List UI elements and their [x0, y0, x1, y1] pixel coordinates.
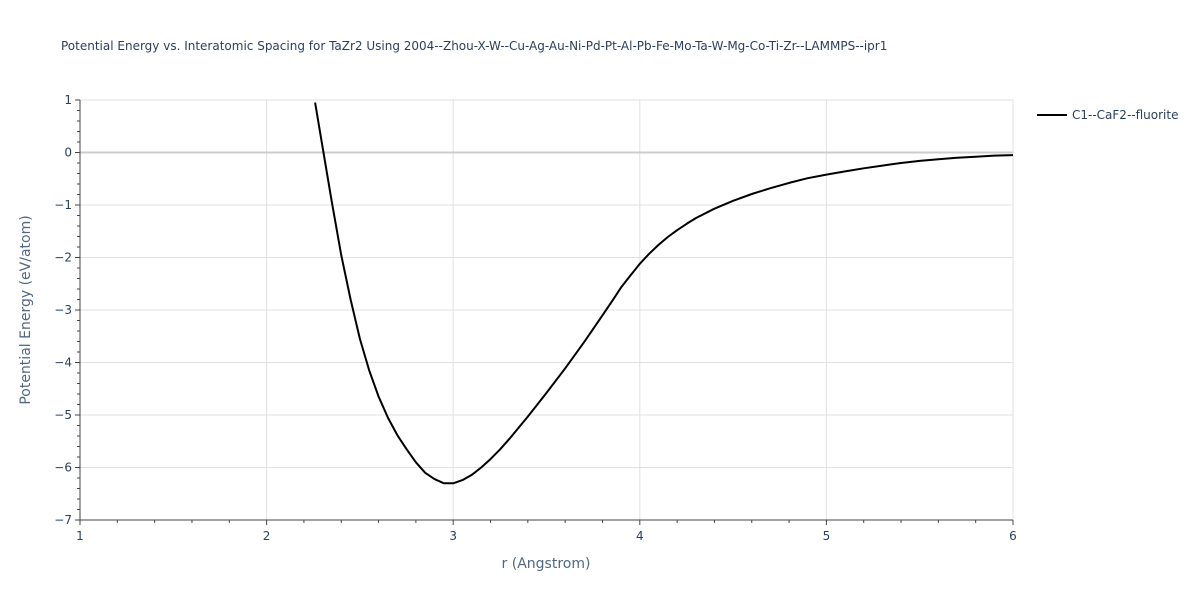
grid-layer — [80, 99, 1014, 520]
legend-label: C1--CaF2--fluorite — [1072, 108, 1178, 122]
x-tick-label: 6 — [1009, 529, 1017, 543]
axes-layer: 1 2 3 4 5 6 1 0 −1 −2 −3 −4 −5 −6 −7 — [54, 93, 1017, 543]
series-layer — [314, 102, 1014, 485]
y-tick-label: −3 — [54, 303, 72, 317]
series-line — [314, 102, 1014, 485]
x-tick-label: 3 — [449, 529, 457, 543]
x-tick-label: 2 — [263, 529, 271, 543]
x-tick-label: 5 — [823, 529, 831, 543]
x-tick-label: 4 — [636, 529, 644, 543]
y-tick-label: 1 — [64, 93, 72, 107]
x-axis-title: r (Angstrom) — [502, 556, 591, 572]
legend[interactable]: C1--CaF2--fluorite — [1037, 108, 1178, 122]
y-tick-label: −1 — [54, 198, 72, 212]
y-axis-title: Potential Energy (eV/atom) — [18, 215, 34, 404]
y-tick-label: −2 — [54, 251, 72, 265]
x-tick-label: 1 — [76, 529, 84, 543]
legend-item[interactable]: C1--CaF2--fluorite — [1037, 108, 1178, 122]
y-tick-label: −6 — [54, 461, 72, 475]
y-tick-label: −4 — [54, 356, 72, 370]
y-tick-label: 0 — [64, 146, 72, 160]
y-tick-label: −7 — [54, 513, 72, 527]
y-tick-label: −5 — [54, 408, 72, 422]
chart-title: Potential Energy vs. Interatomic Spacing… — [61, 39, 887, 53]
